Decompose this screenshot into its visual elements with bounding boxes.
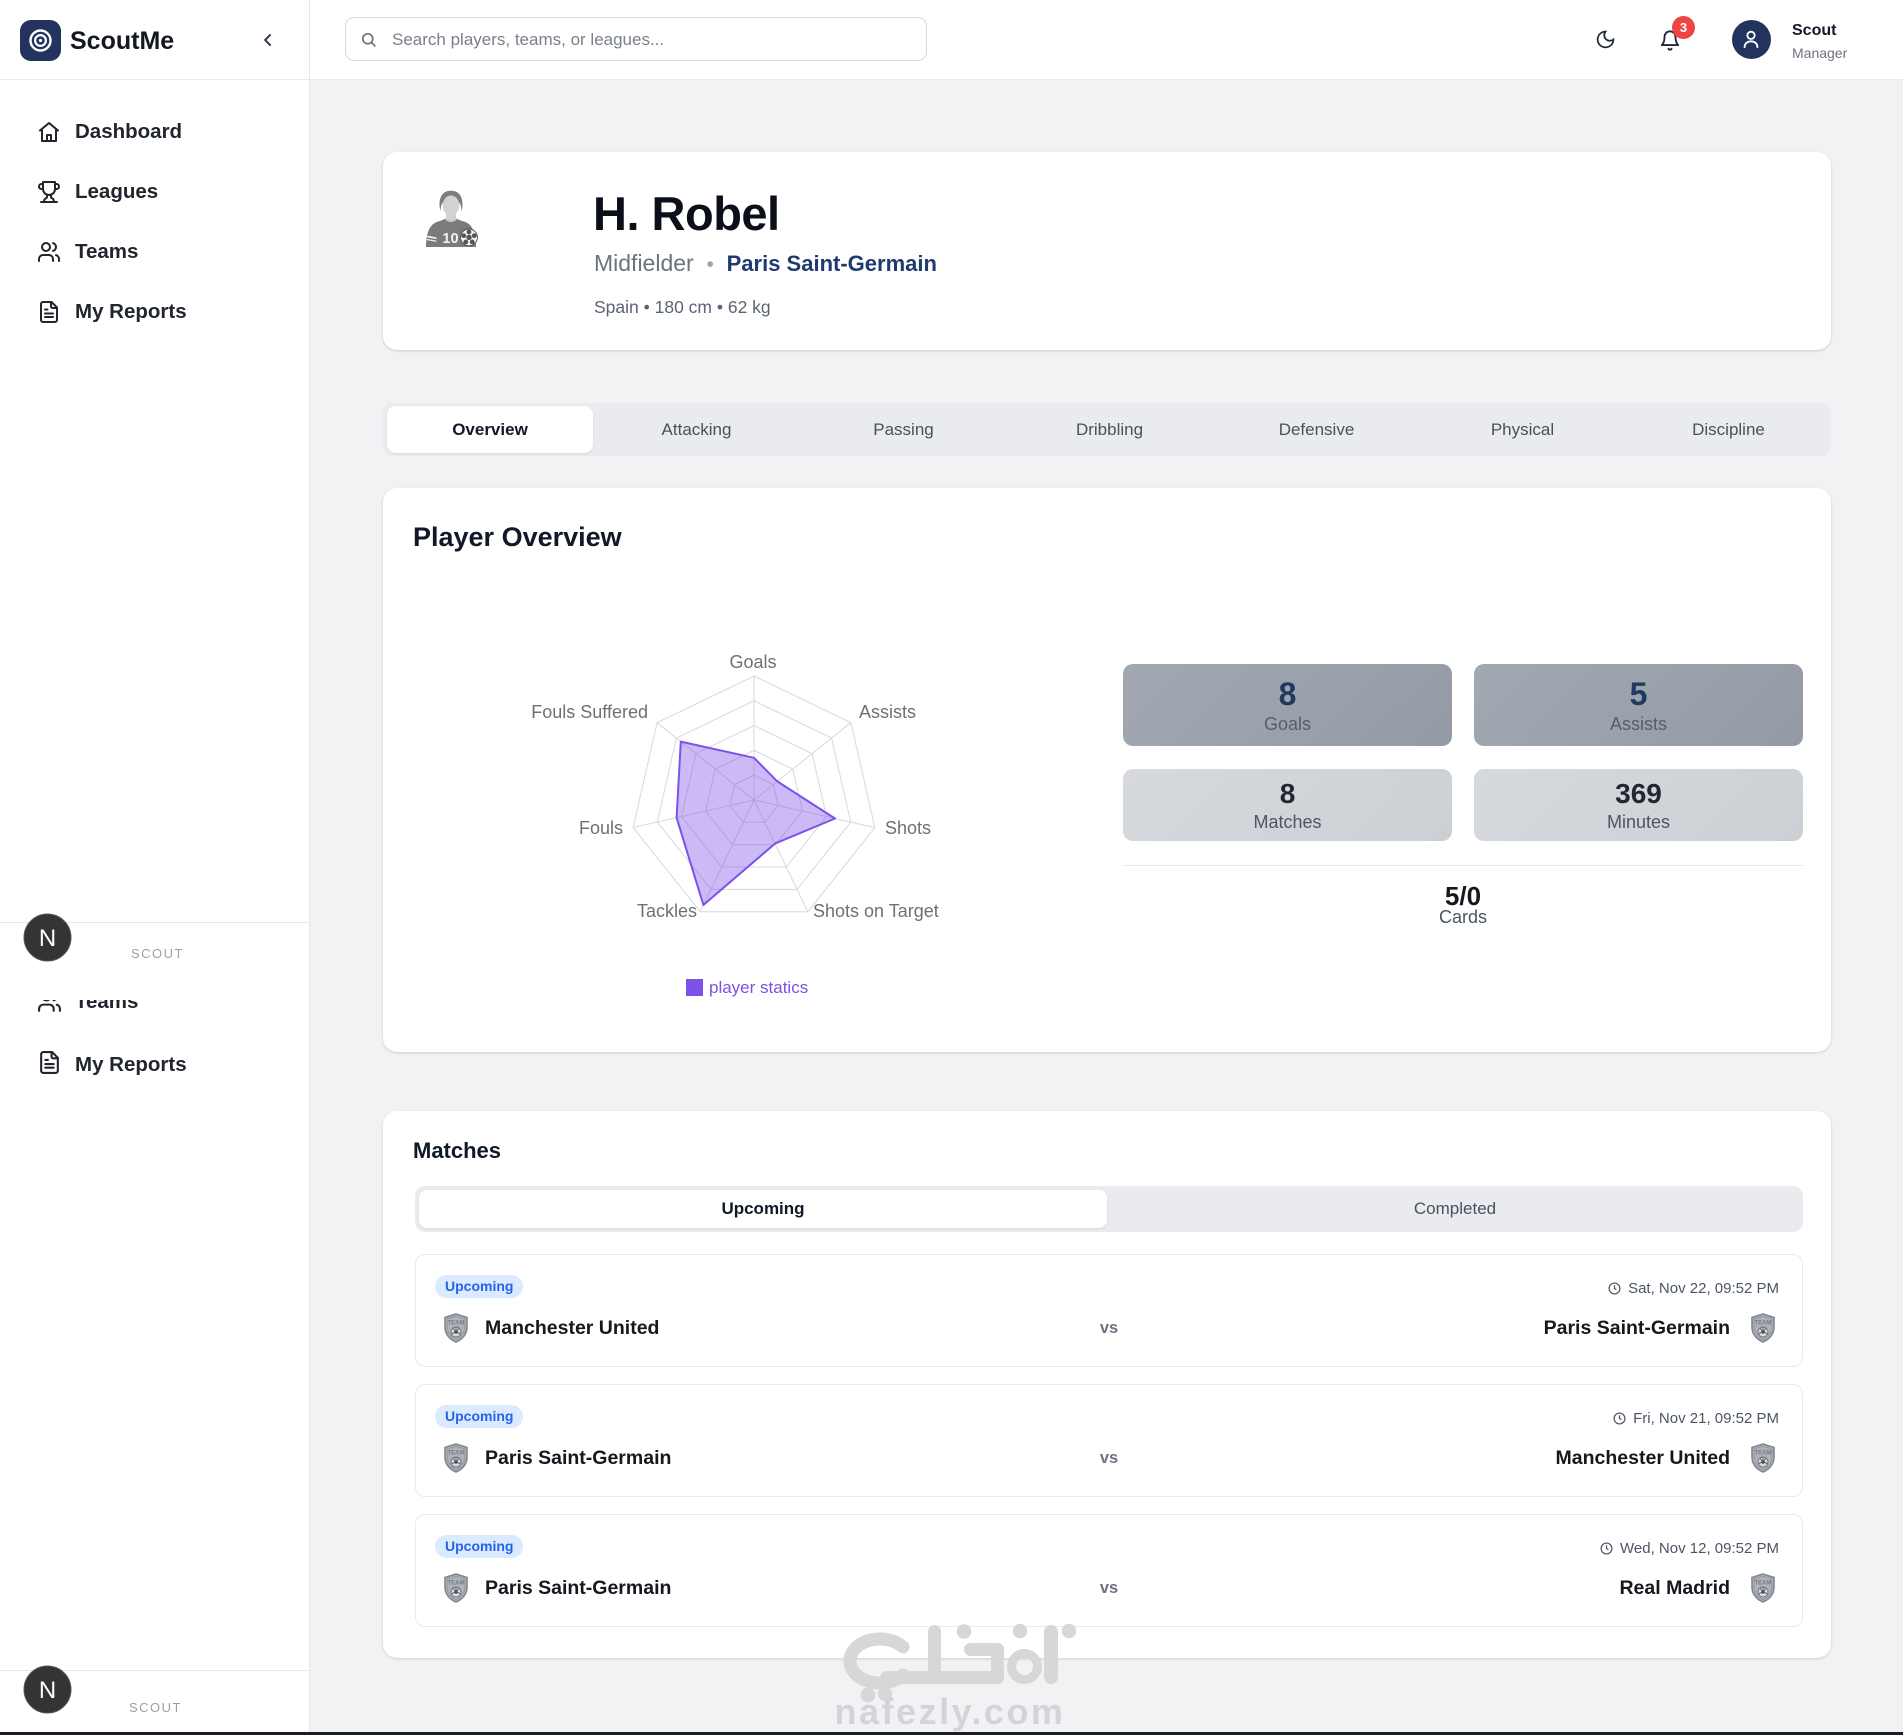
svg-text:TEAM: TEAM: [448, 1581, 465, 1587]
svg-text:TEAM: TEAM: [448, 1321, 465, 1327]
svg-text:Shots: Shots: [885, 818, 931, 838]
svg-text:Goals: Goals: [729, 652, 776, 672]
svg-text:TEAM: TEAM: [1755, 1321, 1772, 1327]
svg-text:TEAM: TEAM: [1755, 1451, 1772, 1457]
svg-text:Assists: Assists: [859, 702, 916, 722]
svg-text:N: N: [38, 1677, 55, 1704]
svg-text:Fouls: Fouls: [579, 818, 623, 838]
svg-text:TEAM: TEAM: [1755, 1581, 1772, 1587]
svg-text:Shots on Target: Shots on Target: [813, 901, 939, 921]
svg-text:Fouls Suffered: Fouls Suffered: [531, 702, 648, 722]
svg-text:10: 10: [442, 231, 458, 247]
svg-text:N: N: [38, 925, 55, 952]
svg-text:TEAM: TEAM: [448, 1451, 465, 1457]
svg-text:Tackles: Tackles: [637, 901, 697, 921]
